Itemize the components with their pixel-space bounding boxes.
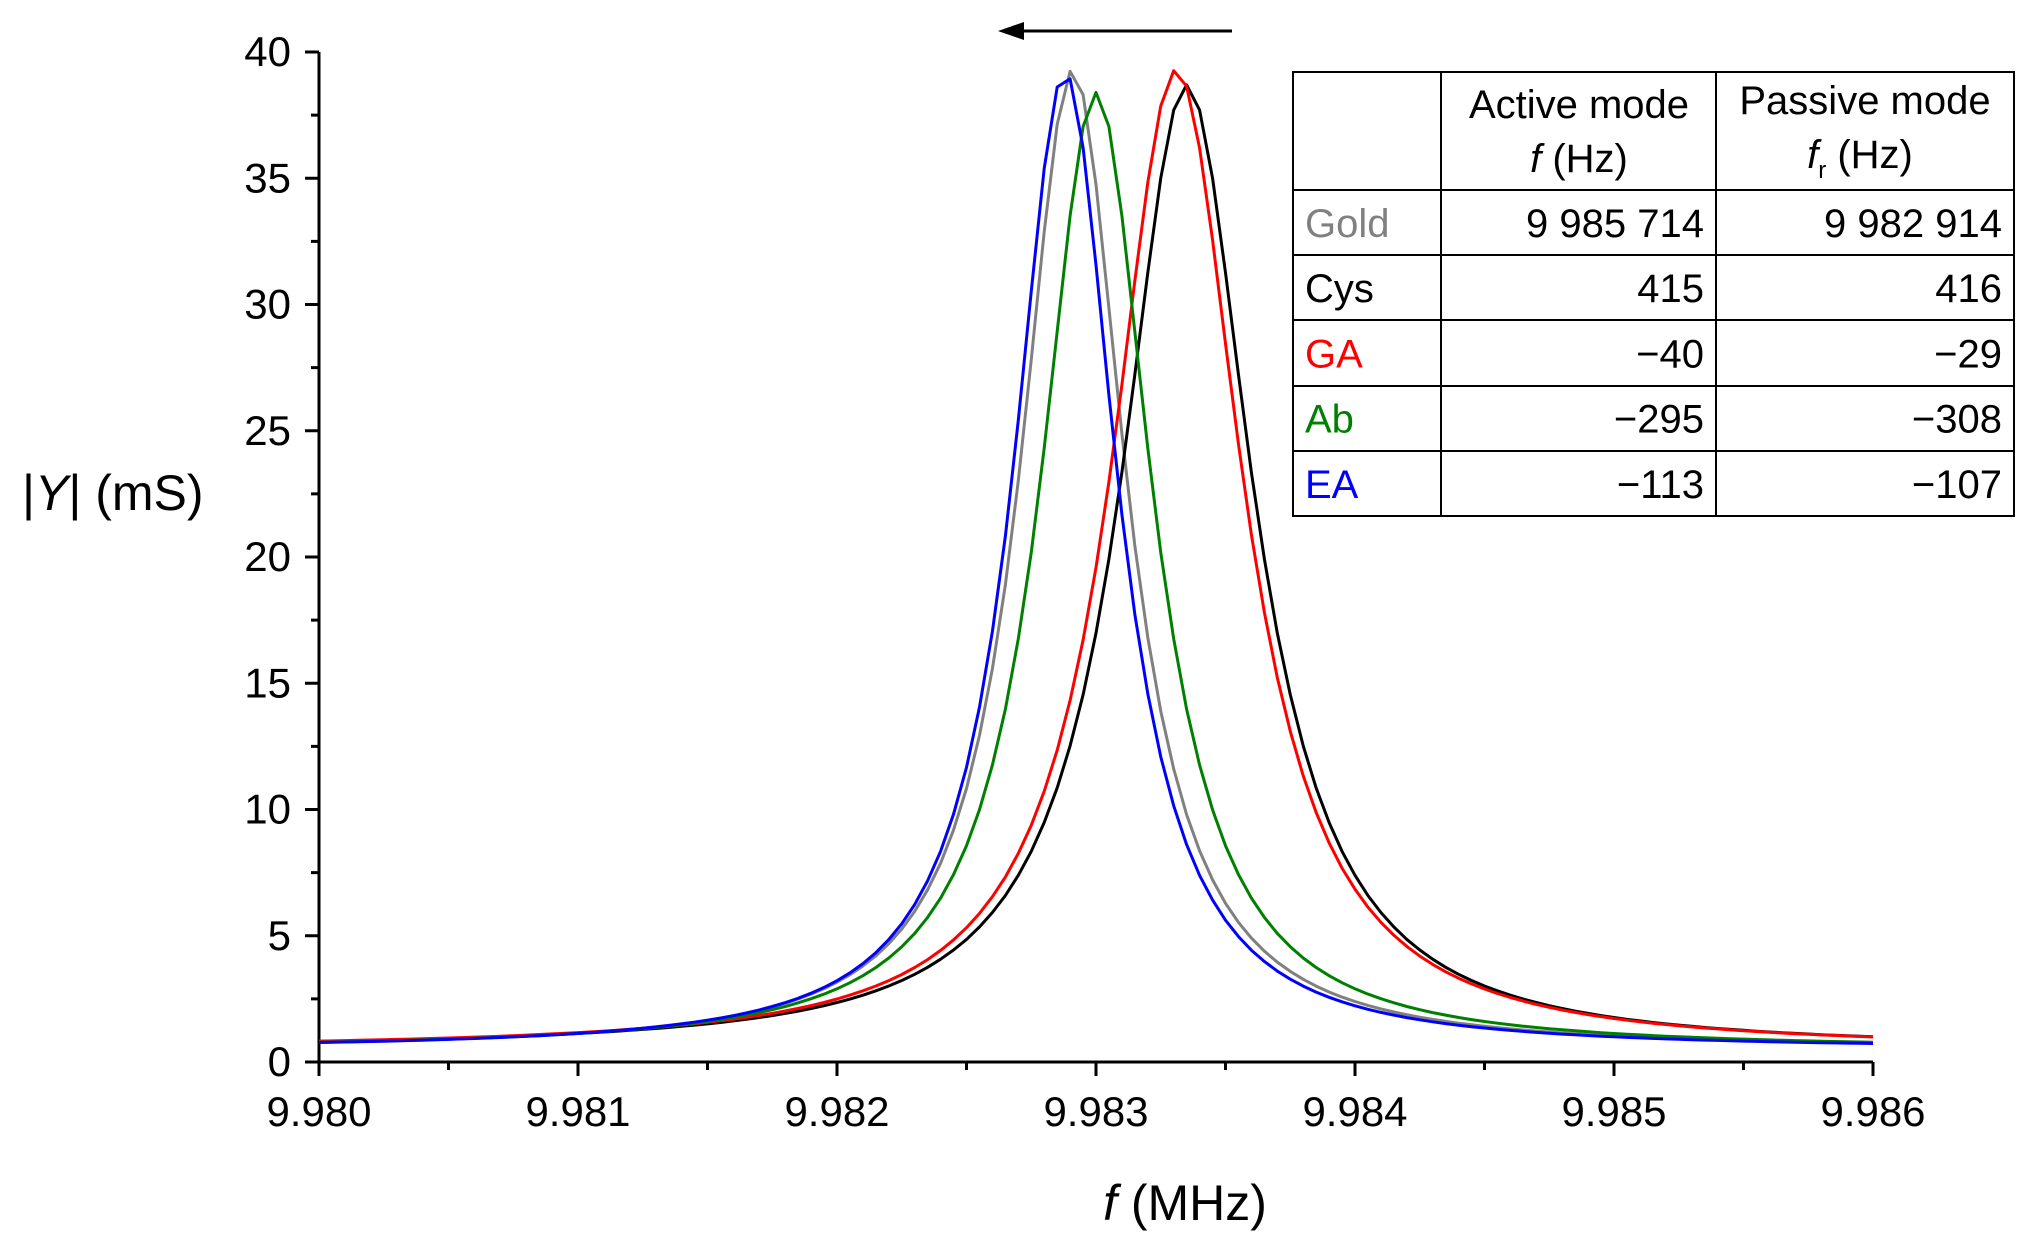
row-label: GA — [1305, 332, 1363, 376]
header-passive-line1: Passive mode — [1739, 79, 1990, 123]
y-axis-title: |Y| (mS) — [22, 465, 204, 521]
row-label: EA — [1305, 463, 1359, 507]
table-row: EA −113 −107 — [1305, 463, 2002, 507]
row-label: Cys — [1305, 267, 1374, 311]
header-passive-unit: (Hz) — [1826, 133, 1913, 177]
header-active-line1: Active mode — [1469, 83, 1689, 127]
y-tick-label: 10 — [244, 786, 291, 833]
passive-value: 9 982 914 — [1824, 202, 2002, 246]
active-value: −113 — [1617, 463, 1704, 507]
x-tick-label: 9.980 — [266, 1088, 371, 1135]
y-axis-pre: | — [22, 465, 35, 521]
active-value: 9 985 714 — [1526, 202, 1704, 246]
passive-value: −29 — [1934, 332, 2002, 376]
shift-arrow-head — [998, 22, 1024, 40]
passive-value: 416 — [1935, 267, 2002, 311]
x-axis-ticks: 9.980 9.981 9.982 9.983 9.984 9.985 9.986 — [266, 1062, 1926, 1135]
x-axis-title: f (MHz) — [1103, 1175, 1267, 1231]
x-tick-label: 9.985 — [1561, 1088, 1666, 1135]
x-tick-label: 9.986 — [1820, 1088, 1925, 1135]
y-tick-label: 30 — [244, 281, 291, 328]
x-tick-label: 9.981 — [525, 1088, 630, 1135]
y-tick-label: 20 — [244, 533, 291, 580]
passive-value: −308 — [1912, 398, 2002, 442]
active-value: −40 — [1636, 332, 1704, 376]
table-border — [1292, 71, 2015, 517]
active-value: −295 — [1614, 398, 1704, 442]
x-tick-label: 9.984 — [1302, 1088, 1407, 1135]
table-rows: Gold 9 985 714 9 982 914 Cys 415 416 GA −40 −29 A… — [1305, 202, 2002, 507]
shift-arrow — [998, 22, 1232, 40]
header-active-unit: (Hz) — [1541, 137, 1628, 181]
passive-value: −107 — [1912, 463, 2002, 507]
frequency-table: Active mode f (Hz) Passive mode fr (Hz) … — [1292, 71, 2015, 517]
y-tick-label: 15 — [244, 659, 291, 706]
table-grid — [1293, 72, 2014, 516]
y-tick-label: 5 — [268, 912, 291, 959]
y-axis-post: | (mS) — [68, 465, 203, 521]
y-axis-symbol: Y — [35, 465, 72, 521]
series-curves — [318, 69, 1874, 1045]
y-tick-label: 40 — [244, 28, 291, 75]
header-active-line2: f (Hz) — [1530, 137, 1628, 181]
y-tick-label: 25 — [244, 407, 291, 454]
header-passive-sub: r — [1818, 157, 1826, 184]
table-row: GA −40 −29 — [1305, 332, 2002, 376]
table-row: Cys 415 416 — [1305, 267, 2002, 311]
row-label: Ab — [1305, 398, 1354, 442]
y-tick-label: 35 — [244, 154, 291, 201]
table-row: Ab −295 −308 — [1305, 398, 2002, 442]
y-tick-label: 0 — [268, 1038, 291, 1085]
series-line-ea — [318, 77, 1874, 1045]
x-tick-label: 9.982 — [784, 1088, 889, 1135]
table-row: Gold 9 985 714 9 982 914 — [1305, 202, 2002, 246]
row-label: Gold — [1305, 202, 1390, 246]
y-axis-ticks: 0 5 10 15 20 25 30 35 40 — [244, 28, 319, 1085]
active-value: 415 — [1637, 267, 1704, 311]
x-tick-label: 9.983 — [1043, 1088, 1148, 1135]
x-axis-unit: (MHz) — [1117, 1175, 1267, 1231]
